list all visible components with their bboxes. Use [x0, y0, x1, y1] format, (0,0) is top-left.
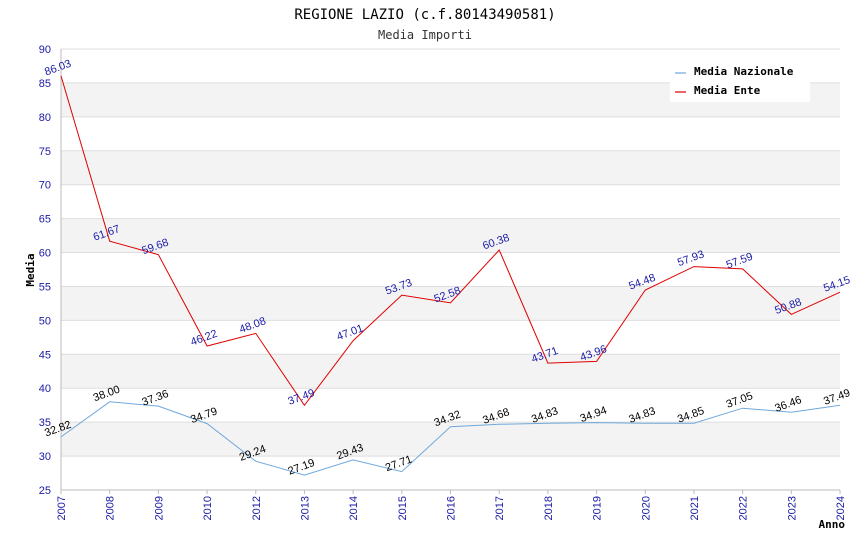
y-tick-label: 85 — [39, 78, 51, 90]
grid-band — [61, 388, 840, 423]
legend: Media Nazionale Media Ente — [670, 60, 810, 102]
y-tick-label: 55 — [39, 281, 51, 293]
x-tick-label: 2013 — [299, 496, 311, 520]
legend-label-nazionale: Media Nazionale — [694, 65, 794, 78]
y-tick-label: 30 — [39, 451, 51, 463]
y-tick-label: 25 — [39, 485, 51, 497]
x-tick-label: 2022 — [738, 496, 750, 520]
grid-band — [61, 422, 840, 457]
grid-band — [61, 116, 840, 151]
grid-band — [61, 150, 840, 185]
x-tick-label: 2010 — [202, 496, 214, 520]
chart-subtitle: Media Importi — [378, 28, 472, 42]
y-tick-label: 65 — [39, 214, 51, 226]
x-tick-label: 2015 — [397, 496, 409, 520]
y-tick-label: 80 — [39, 112, 51, 124]
series-line-ente — [60, 75, 841, 407]
axes: 25 30 35 40 45 50 55 60 65 70 75 80 85 90 2007 2008 2009… — [39, 44, 847, 520]
y-tick-label: 70 — [39, 180, 51, 192]
x-tick-label: 2024 — [835, 496, 847, 520]
x-tick-label: 2009 — [153, 496, 165, 520]
legend-box — [670, 60, 810, 102]
x-tick-label: 2012 — [251, 496, 263, 520]
legend-label-ente: Media Ente — [694, 84, 761, 97]
grid-band — [61, 354, 840, 389]
y-tick-label: 50 — [39, 315, 51, 327]
series-line-nazionale — [60, 401, 841, 476]
x-tick-label: 2014 — [348, 496, 360, 520]
x-tick-label: 2007 — [56, 496, 68, 520]
grid-band — [61, 320, 840, 355]
grid-band — [61, 218, 840, 253]
y-tick-label: 60 — [39, 248, 51, 260]
x-axis-label: Anno — [819, 518, 846, 531]
grid-band — [61, 456, 840, 490]
y-tick-label: 45 — [39, 349, 51, 361]
x-tick-label: 2008 — [105, 496, 117, 520]
y-tick-label: 75 — [39, 146, 51, 158]
y-axis-label: Media — [24, 253, 37, 286]
chart-title: REGIONE LAZIO (c.f.80143490581) — [294, 7, 555, 23]
x-tick-label: 2017 — [494, 496, 506, 520]
x-tick-label: 2020 — [640, 496, 652, 520]
y-tick-label: 40 — [39, 383, 51, 395]
series-lines — [60, 75, 841, 476]
x-tick-label: 2016 — [446, 496, 458, 520]
x-tick-label: 2019 — [592, 496, 604, 520]
x-tick-label: 2023 — [786, 496, 798, 520]
x-tick-label: 2018 — [543, 496, 555, 520]
x-tick-label: 2021 — [689, 496, 701, 520]
grid-band — [61, 184, 840, 219]
y-tick-label: 90 — [39, 44, 51, 56]
grid-band — [61, 252, 840, 287]
y-tick-label: 35 — [39, 417, 51, 429]
